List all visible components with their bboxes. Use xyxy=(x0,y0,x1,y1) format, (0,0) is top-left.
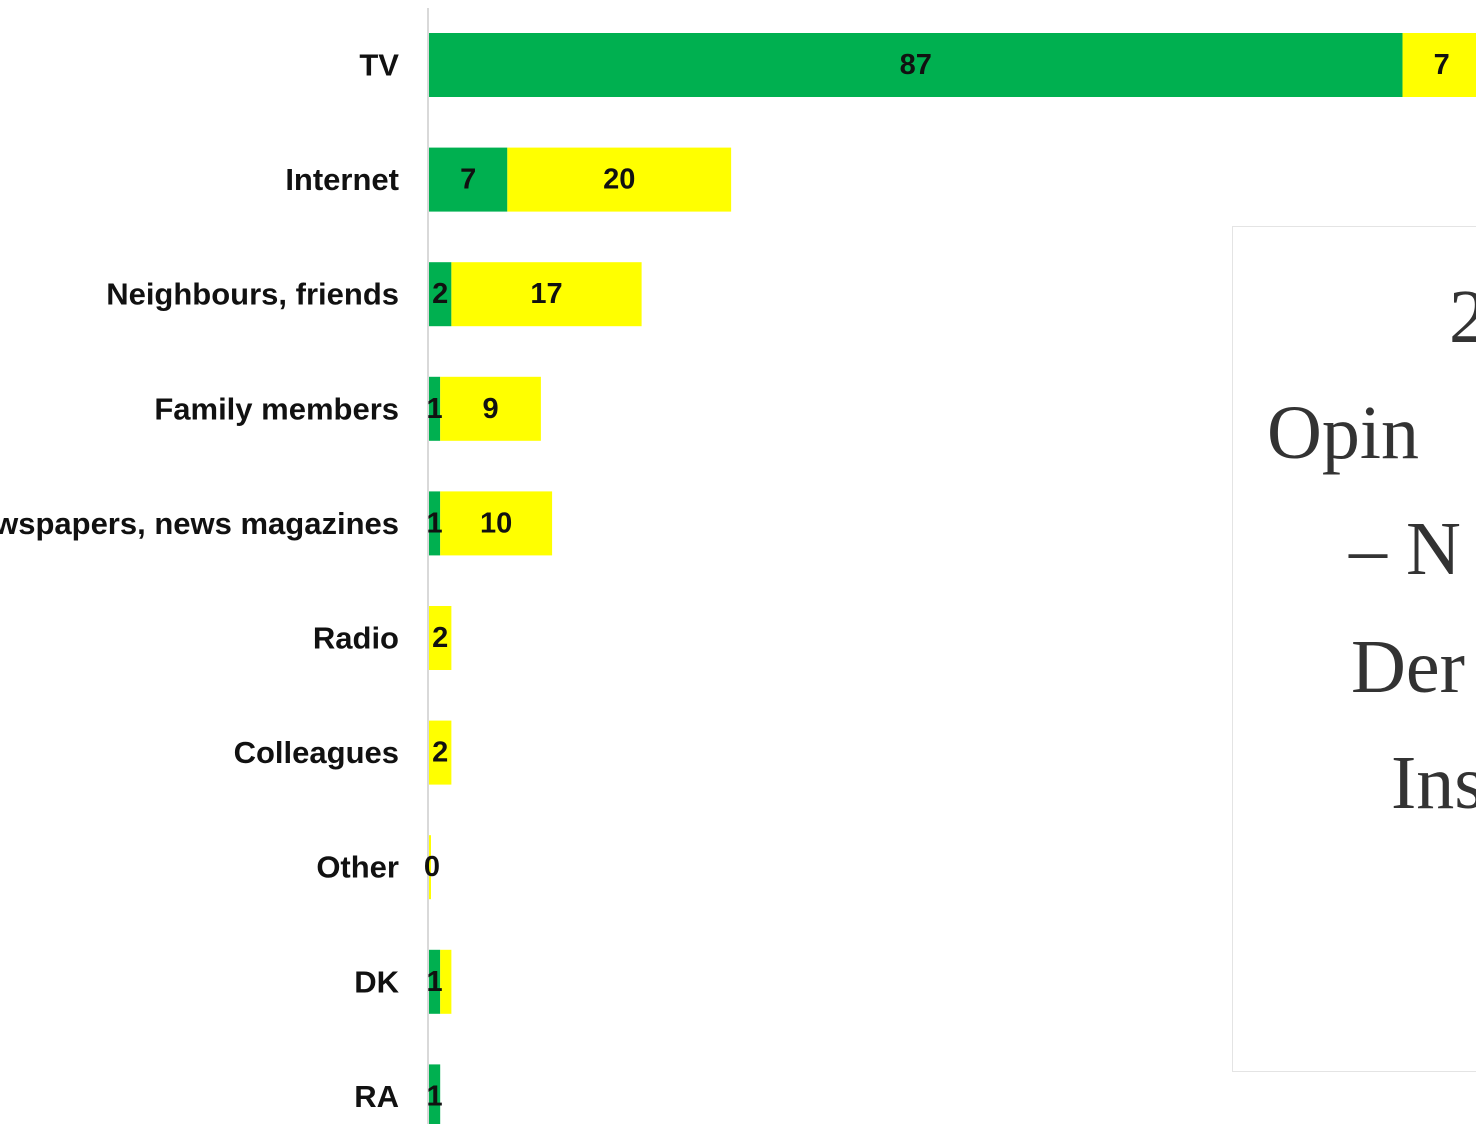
bar-family-members-series-1 xyxy=(429,376,441,441)
bar-internet-series-2 xyxy=(507,147,732,212)
data-label-family-members-series-2: 9 xyxy=(482,393,498,425)
bar-dk-series-2 xyxy=(440,949,452,1014)
bar-tv-series-1 xyxy=(429,33,1403,97)
data-label-internet-series-2: 20 xyxy=(603,164,635,196)
overlay-line-5: Ins xyxy=(1391,741,1476,825)
data-label-tv-series-1: 87 xyxy=(900,49,932,81)
bar-family-members-series-2 xyxy=(440,376,541,441)
data-label-radio-series-2: 2 xyxy=(432,622,448,654)
data-label-ra-series-1: 1 xyxy=(427,1080,443,1112)
data-label-neighbours-friends-series-1: 2 xyxy=(432,278,448,310)
overlay-line-3: – N xyxy=(1349,507,1461,591)
bar-neighbours-friends-series-1 xyxy=(429,262,452,327)
data-label-newspapers-news-magazines-series-1: 1 xyxy=(427,507,443,539)
bar-ra-series-1 xyxy=(429,1064,441,1124)
data-label-family-members-series-1: 1 xyxy=(427,393,443,425)
data-label-neighbours-friends-series-2: 17 xyxy=(530,278,562,310)
data-label-tv-series-2: 7 xyxy=(1434,49,1450,81)
category-label-neighbours-friends: Neighbours, friends xyxy=(106,277,399,312)
data-label-colleagues-series-2: 2 xyxy=(432,737,448,769)
category-label-radio: Radio xyxy=(313,621,399,656)
bar-tv-series-2 xyxy=(1402,33,1476,97)
category-label-other: Other xyxy=(316,850,399,885)
category-label-family-members: Family members xyxy=(154,391,399,426)
category-labels: TV Internet Neighbours, friends Family memb… xyxy=(0,48,400,1114)
bar-internet-series-1 xyxy=(429,147,508,212)
bar-newspapers-news-magazines-series-2 xyxy=(440,491,553,556)
data-label-dk-series-1: 1 xyxy=(427,966,443,998)
category-label-colleagues: Colleagues xyxy=(234,735,399,770)
title-overlay-panel: 2 Opin – N Der Ins xyxy=(1232,226,1476,1072)
bar-radio-series-2 xyxy=(429,606,452,670)
bar-neighbours-friends-series-2 xyxy=(451,262,642,327)
category-label-tv: TV xyxy=(359,48,399,83)
bar-dk-series-1 xyxy=(429,949,441,1014)
data-label-other-series-2: 0 xyxy=(424,851,440,883)
category-label-internet: Internet xyxy=(285,162,399,197)
bar-colleagues-series-2 xyxy=(429,720,452,785)
category-label-dk: DK xyxy=(354,964,399,999)
category-label-newspapers-news-magazines: Newspapers, news magazines xyxy=(0,506,399,541)
category-label-ra: RA xyxy=(354,1079,399,1114)
data-label-newspapers-news-magazines-series-2: 10 xyxy=(480,507,512,539)
bars xyxy=(429,33,1476,1124)
bar-newspapers-news-magazines-series-1 xyxy=(429,491,441,556)
data-label-internet-series-1: 7 xyxy=(460,164,476,196)
bar-other-series-2 xyxy=(429,835,431,900)
overlay-line-2: Opin xyxy=(1267,391,1419,475)
overlay-line-4: Der xyxy=(1351,625,1465,709)
overlay-line-1: 2 xyxy=(1449,279,1476,355)
